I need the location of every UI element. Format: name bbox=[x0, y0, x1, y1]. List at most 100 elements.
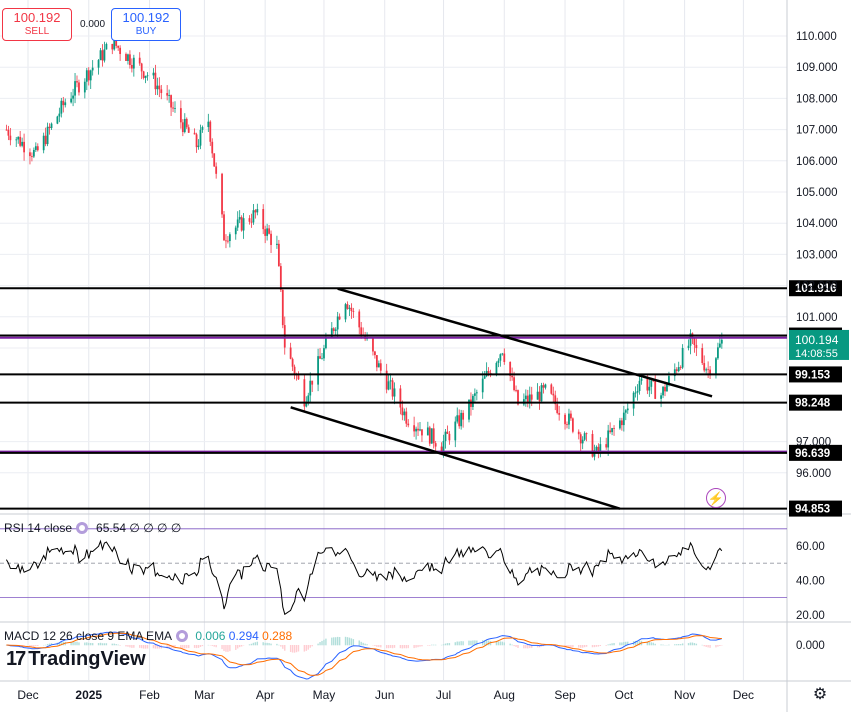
level-label-bg bbox=[789, 500, 842, 517]
candle-body bbox=[238, 217, 241, 220]
candle bbox=[70, 92, 73, 104]
candle-body bbox=[303, 379, 306, 407]
candle bbox=[252, 204, 255, 225]
candle bbox=[111, 43, 114, 55]
macd-hist-bar bbox=[72, 642, 74, 646]
candle bbox=[297, 371, 300, 381]
time-tick-label: Nov bbox=[674, 688, 695, 702]
macd-hist-bar bbox=[188, 645, 190, 649]
candle bbox=[470, 392, 472, 416]
time-tick-label: Dec bbox=[733, 688, 754, 702]
level-label-bg bbox=[789, 444, 842, 461]
candle-body bbox=[715, 358, 717, 375]
candle-body bbox=[309, 380, 312, 396]
candle-body bbox=[144, 75, 147, 78]
flash-icon[interactable]: ⚡ bbox=[706, 488, 726, 508]
candle bbox=[689, 329, 692, 355]
candle-body bbox=[19, 136, 22, 146]
macd-hist-bar bbox=[719, 645, 721, 646]
candle-body bbox=[250, 221, 253, 223]
macd-hist-bar bbox=[193, 645, 196, 648]
candle-body bbox=[571, 418, 574, 432]
candle-body bbox=[530, 394, 533, 400]
candle bbox=[125, 52, 127, 61]
macd-hist-bar bbox=[362, 642, 364, 646]
candle bbox=[473, 388, 476, 403]
candle-body bbox=[619, 420, 621, 429]
buy-label: BUY bbox=[135, 26, 157, 37]
candle-body bbox=[168, 95, 171, 96]
rsi-legend[interactable]: RSI 14 close 65.54 ∅ ∅ ∅ ∅ bbox=[4, 521, 181, 535]
rsi-value: 65.54 bbox=[96, 521, 127, 535]
candle bbox=[352, 307, 355, 318]
candle-body bbox=[483, 376, 486, 379]
macd-hist-bar bbox=[344, 636, 347, 646]
candle bbox=[242, 213, 245, 239]
candle-body bbox=[132, 57, 135, 69]
macd-hist-bar bbox=[250, 643, 253, 646]
macd-hist-bar bbox=[35, 645, 37, 647]
candle bbox=[264, 225, 267, 244]
candle-body bbox=[703, 363, 706, 371]
candle-body bbox=[97, 60, 100, 68]
candle bbox=[421, 429, 423, 442]
macd-hist-bar bbox=[140, 645, 143, 649]
macd-hist-bar bbox=[570, 645, 572, 648]
macd-hist-bar bbox=[501, 641, 504, 646]
level-label: 101.916 bbox=[795, 283, 837, 295]
macd-hist-bar bbox=[433, 644, 435, 646]
candle bbox=[99, 47, 102, 61]
gear-icon[interactable]: ⚙ bbox=[812, 686, 828, 703]
macd-legend[interactable]: MACD 12 26 close 9 EMA EMA 0.006 0.294 0… bbox=[4, 629, 292, 643]
candle-body bbox=[581, 439, 584, 444]
candle bbox=[650, 380, 653, 395]
candle bbox=[262, 204, 265, 235]
macd-hist-bar bbox=[170, 645, 172, 649]
candle-body bbox=[344, 304, 347, 320]
candle bbox=[215, 162, 218, 179]
macd-hist-bar bbox=[391, 645, 394, 649]
macd-hist-bar bbox=[180, 645, 182, 649]
price-tick-label: 109.000 bbox=[796, 62, 838, 74]
candle-body bbox=[115, 38, 118, 46]
candle bbox=[528, 386, 531, 409]
candle-body bbox=[252, 210, 255, 223]
indicator-icon[interactable] bbox=[76, 522, 89, 534]
candle bbox=[46, 122, 49, 147]
candle-body bbox=[201, 127, 204, 130]
indicator-icon[interactable] bbox=[176, 630, 189, 642]
candle bbox=[209, 120, 212, 147]
candle-body bbox=[31, 156, 33, 157]
macd-hist-bar bbox=[225, 645, 227, 652]
macd-hist-bar bbox=[511, 644, 513, 646]
candle bbox=[64, 98, 67, 108]
macd-hist-bar bbox=[378, 645, 380, 648]
macd-hist-bar bbox=[264, 642, 266, 646]
candle-body bbox=[236, 219, 239, 228]
macd-hist-bar bbox=[485, 640, 488, 646]
candle-body bbox=[76, 81, 78, 83]
macd-hist-bar bbox=[446, 643, 449, 646]
macd-hist-bar bbox=[387, 645, 390, 649]
macd-hist-bar bbox=[591, 645, 594, 648]
macd-hist-bar bbox=[346, 637, 349, 646]
candle bbox=[693, 337, 696, 353]
price-tick-label: 96.000 bbox=[796, 468, 831, 480]
candle-body bbox=[289, 347, 292, 359]
candle-body bbox=[264, 229, 267, 236]
sell-button[interactable]: 100.192 SELL bbox=[2, 8, 72, 41]
candle-body bbox=[358, 311, 361, 328]
candle bbox=[221, 172, 223, 218]
candle-body bbox=[542, 385, 545, 388]
macd-hist-bar bbox=[376, 645, 378, 647]
candle-body bbox=[568, 413, 570, 425]
macd-hist-bar bbox=[462, 641, 464, 646]
candle-body bbox=[415, 428, 417, 432]
candle bbox=[542, 382, 545, 394]
candle-body bbox=[254, 210, 257, 213]
buy-button[interactable]: 100.192 BUY bbox=[111, 8, 181, 41]
macd-hist-bar bbox=[117, 644, 119, 646]
macd-hist-bar bbox=[105, 643, 108, 646]
candle-body bbox=[113, 38, 116, 50]
